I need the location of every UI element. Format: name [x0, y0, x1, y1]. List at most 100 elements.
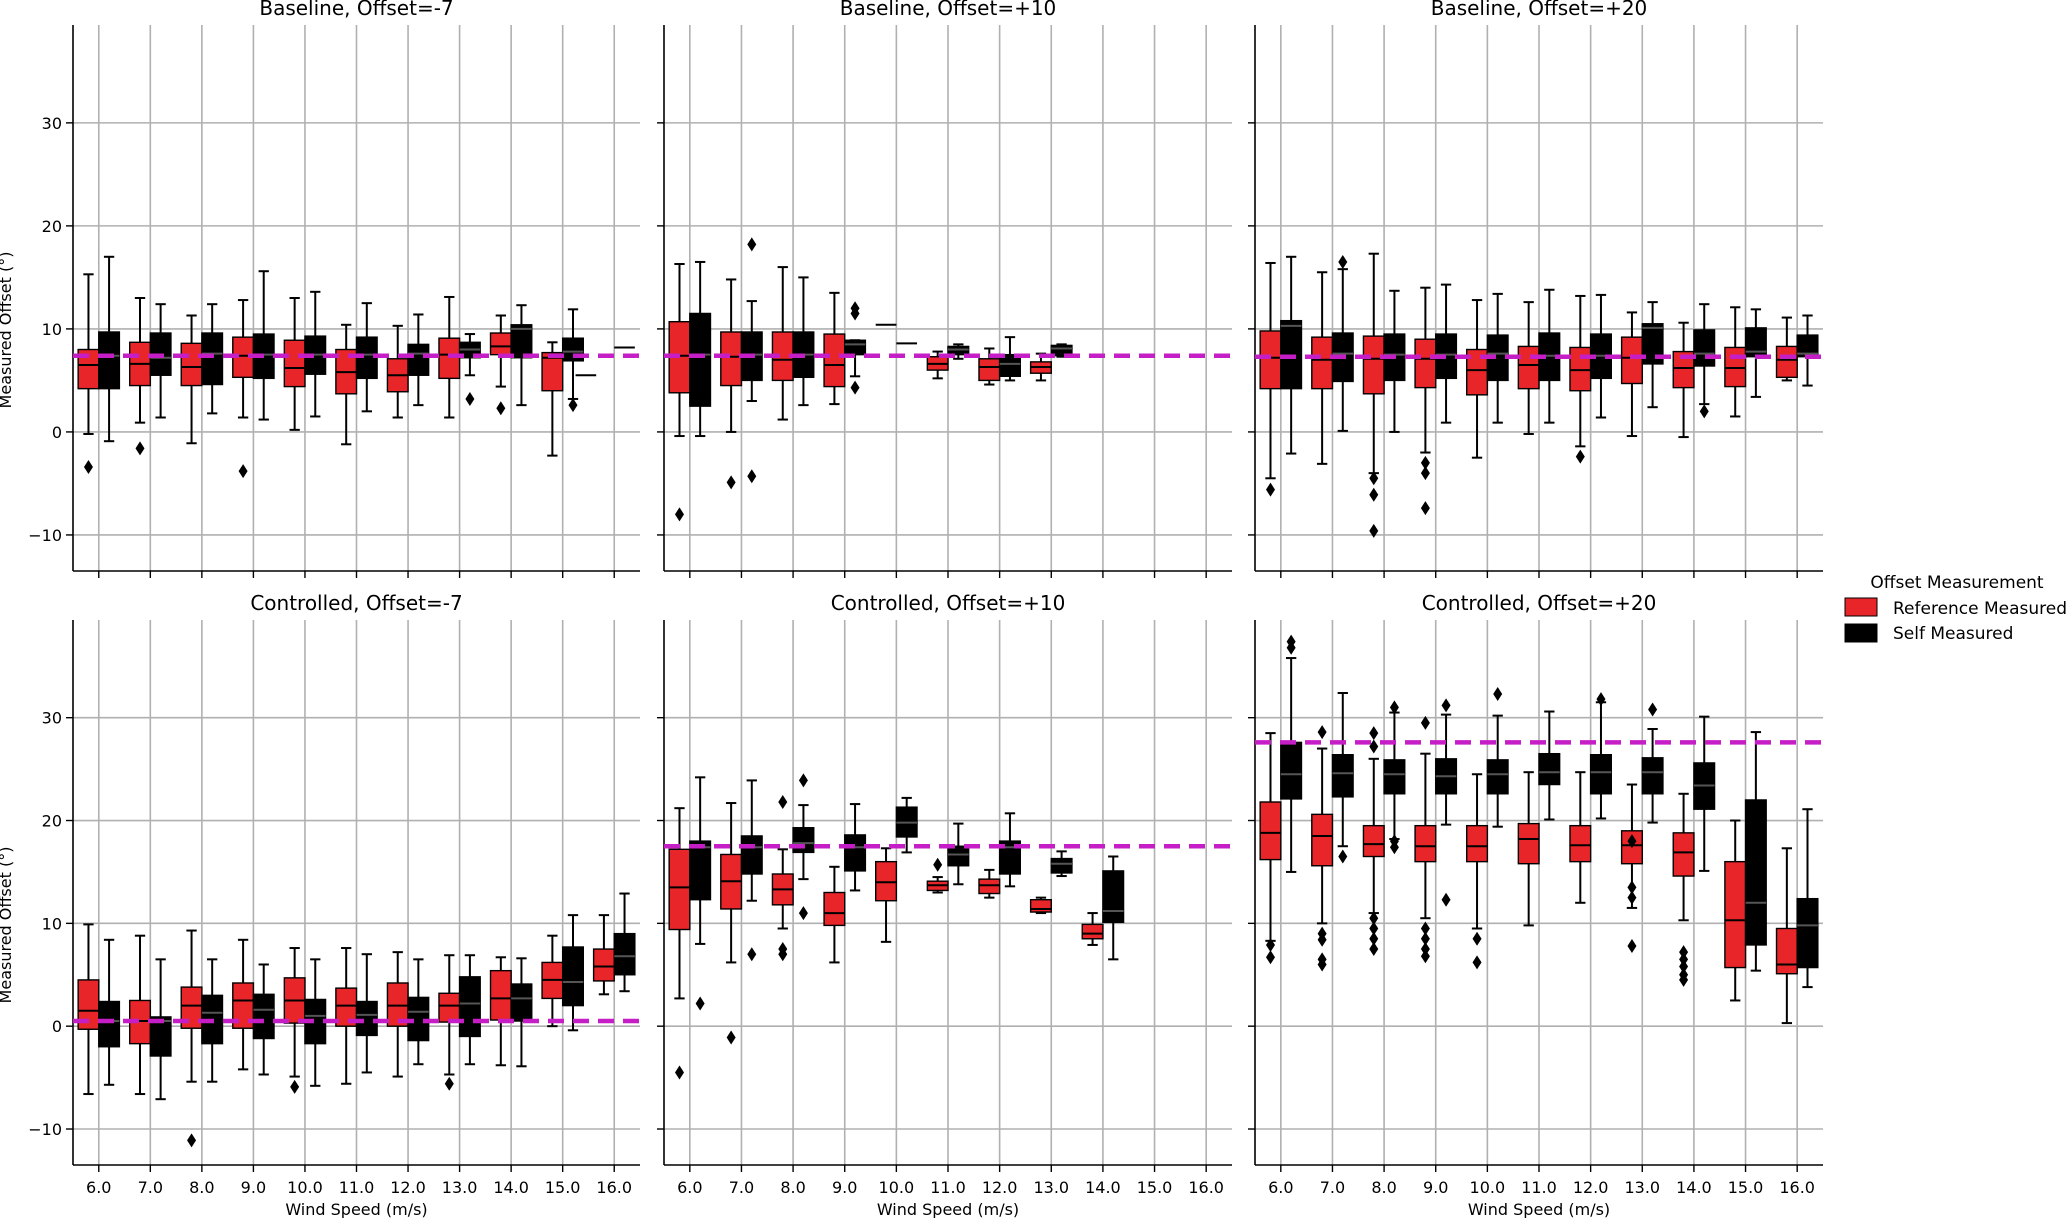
panel-2: Baseline, Offset=+10	[657, 0, 1232, 578]
flier-point	[747, 237, 757, 252]
x-tick-label: 8.0	[780, 1178, 805, 1197]
flier-point	[933, 857, 943, 872]
box-self	[1538, 752, 1561, 786]
flier-point	[1338, 849, 1348, 864]
x-tick-label: 16.0	[1779, 1178, 1815, 1197]
box-self	[1102, 870, 1125, 924]
flier-point	[747, 469, 757, 484]
box-self	[1050, 857, 1073, 874]
box-reference	[720, 331, 743, 387]
panel-title: Controlled, Offset=+10	[831, 591, 1066, 615]
box-reference	[1569, 346, 1592, 392]
flier-point	[444, 1076, 454, 1091]
box-reference	[1414, 338, 1437, 389]
box-self	[998, 840, 1021, 875]
flier-point	[726, 1030, 736, 1045]
box-self	[689, 312, 712, 407]
flier-point	[1679, 952, 1689, 967]
x-tick-label: 7.0	[1320, 1178, 1345, 1197]
panels-layer: −10 0 10 20 30 Baseline, Offset=-7 Baseline, O…	[28, 0, 1823, 1218]
flier-point	[1369, 726, 1379, 741]
panel-3: Baseline, Offset=+20	[1248, 0, 1823, 578]
panel-title: Baseline, Offset=-7	[259, 0, 453, 20]
box-self	[1796, 897, 1819, 969]
legend-label-reference: Reference Measured	[1893, 599, 2067, 619]
flier-point	[778, 795, 788, 810]
legend: Offset Measurement Reference Measured Se…	[1844, 573, 2067, 644]
flier-point	[1596, 692, 1606, 707]
flier-point	[674, 507, 684, 522]
x-tick-label: 15.0	[1137, 1178, 1173, 1197]
box-reference	[283, 339, 306, 388]
box-self	[355, 1000, 378, 1037]
y-tick-label: 20	[42, 812, 62, 831]
x-tick-label: 13.0	[442, 1178, 478, 1197]
box-self	[1641, 323, 1664, 365]
legend-title: Offset Measurement	[1870, 573, 2044, 593]
box-reference	[1517, 345, 1540, 390]
box-self	[1744, 799, 1767, 946]
flier-point	[1627, 834, 1637, 849]
y-axis-label-top: Measured Offset (°)	[0, 252, 15, 409]
flier-point	[187, 1133, 197, 1148]
box-self	[998, 353, 1021, 377]
flier-point	[1420, 942, 1430, 957]
box-reference	[823, 333, 846, 388]
flier-point	[1317, 957, 1327, 972]
x-tick-label: 14.0	[1676, 1178, 1712, 1197]
box-self	[510, 983, 533, 1022]
flier-point	[850, 380, 860, 395]
legend-swatch-self	[1844, 623, 1878, 643]
box-reference	[1724, 860, 1747, 969]
flier-point	[1493, 687, 1503, 702]
box-self	[98, 1000, 121, 1048]
flier-point	[1472, 955, 1482, 970]
y-tick-label: 20	[42, 217, 62, 236]
flier-point	[1338, 254, 1348, 269]
flier-point	[1317, 725, 1327, 740]
box-self	[1383, 759, 1406, 795]
x-tick-label: 10.0	[287, 1178, 323, 1197]
legend-label-self: Self Measured	[1893, 624, 2013, 644]
x-tick-label: 6.0	[1268, 1178, 1293, 1197]
box-reference	[875, 860, 898, 902]
flier-point	[1369, 523, 1379, 538]
box-self	[458, 976, 481, 1038]
box-self	[407, 343, 430, 376]
box-self	[1641, 757, 1664, 795]
panel-title: Controlled, Offset=+20	[1422, 591, 1657, 615]
flier-point	[1679, 945, 1689, 960]
x-axis-label: Wind Speed (m/s)	[285, 1200, 427, 1218]
box-self	[844, 834, 867, 872]
box-reference	[1672, 832, 1695, 877]
box-reference	[1414, 824, 1437, 863]
flier-point	[1679, 959, 1689, 974]
box-self	[1589, 754, 1612, 795]
box-reference	[1259, 330, 1282, 390]
box-self	[1693, 329, 1716, 367]
flier-point	[496, 401, 506, 416]
flier-point	[1369, 921, 1379, 936]
legend-swatch-reference	[1844, 597, 1878, 617]
box-reference	[1672, 350, 1695, 389]
flier-point	[747, 947, 757, 962]
panel-6: 6.0 7.0 8.0 9.0 10.0 11.0 12.0 13.0 14.0 15.0 16.0…	[1248, 591, 1823, 1218]
flier-point	[1420, 715, 1430, 730]
x-tick-label: 13.0	[1624, 1178, 1660, 1197]
flier-point	[1369, 931, 1379, 946]
box-self	[201, 332, 224, 386]
box-reference	[1311, 336, 1334, 390]
box-reference	[1775, 927, 1798, 975]
box-self	[252, 993, 275, 1040]
box-reference	[1775, 345, 1798, 379]
flier-point	[83, 459, 93, 474]
flier-point	[1441, 892, 1451, 907]
x-tick-label: 13.0	[1033, 1178, 1069, 1197]
x-tick-label: 6.0	[86, 1178, 111, 1197]
box-reference	[1569, 824, 1592, 863]
panel-4: −10 0 10 20 30 6.0 7.0 8.0 9.0 10.0 11.0 12.0 13.0 14…	[28, 591, 640, 1218]
flier-point	[1420, 931, 1430, 946]
flier-point	[465, 391, 475, 406]
box-self	[510, 324, 533, 359]
